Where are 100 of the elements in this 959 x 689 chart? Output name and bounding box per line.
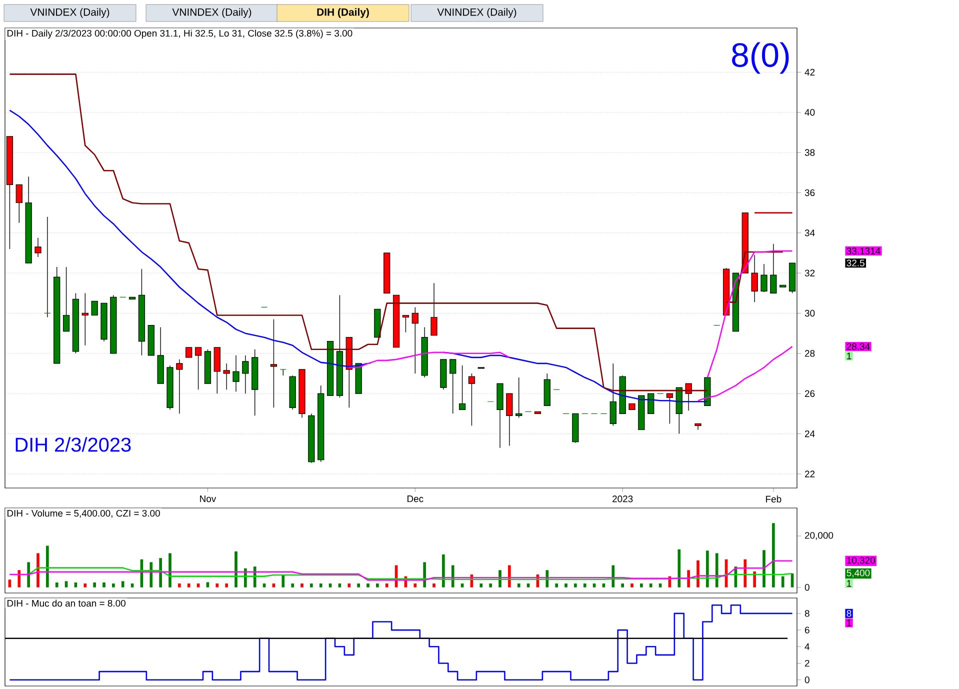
text: 1 [847,352,852,360]
bar [489,583,492,588]
bar [376,583,379,588]
text: 28.34 [846,343,870,350]
y-tick-label: 24 [804,430,815,438]
bar [640,583,643,588]
candlestick [16,184,22,224]
candlestick [44,216,51,318]
bar [630,583,634,588]
bar [55,582,58,588]
bar [64,581,68,588]
bar [687,570,690,588]
bar [649,583,652,588]
bar [225,583,228,588]
candlestick [232,355,240,392]
bar [526,583,530,588]
bar [744,559,747,588]
candlestick [506,393,513,446]
bar [18,570,21,588]
candlestick [412,306,418,374]
y-tick-label: 4 [804,643,810,650]
bar [196,583,200,588]
y-tick-label: 26 [804,390,815,397]
bar [762,550,766,588]
text: 33.1314 [846,248,880,254]
bar [385,583,388,588]
bar [282,574,285,588]
text: 1 [847,620,852,626]
y-tick-label: 0 [804,676,810,684]
bar [310,583,313,588]
bar [291,583,294,588]
y-tick-label: 6 [805,626,810,634]
y-tick-label: 38 [804,149,815,156]
bar [159,558,162,588]
y-tick-label: 28 [804,350,815,357]
y-tick-label: 42 [804,68,815,76]
bar [300,583,304,588]
bar [8,580,12,588]
x-tick-label: Dec [408,496,424,502]
bar [168,553,172,588]
bar [187,583,190,588]
bar [130,583,134,588]
bar [715,553,718,588]
text: 32.5 [846,260,864,266]
bar [621,583,624,588]
bar [583,583,586,588]
y-tick-label: 22 [804,470,815,478]
candlestick [516,377,522,418]
candlestick [186,347,192,358]
bar [348,583,351,588]
y-tick-label: 20,000 [804,532,834,540]
annotation: DIH 2/3/2023 [16,437,131,452]
x-tick-label: Feb [766,496,782,502]
candlestick [610,363,616,426]
candlestick [194,347,202,390]
text: 10,320 [847,556,875,565]
bar [564,583,568,588]
bar [262,583,266,588]
bar [338,583,342,588]
bar [74,582,78,588]
bar [112,583,115,588]
candlestick [468,373,476,426]
x-tick-label: Nov [200,496,216,502]
candlestick [450,359,456,414]
candlestick [34,238,42,258]
bar [206,582,210,588]
y-tick-label: 32 [804,270,815,276]
bar [102,582,106,588]
chart-title: DIH - Volume = 5,400.00, CZI = 3.00 [7,510,160,518]
candlestick [751,254,758,303]
candlestick [62,266,70,332]
bar [753,571,756,588]
bar [27,562,30,588]
text: 1 [847,580,852,587]
bar [658,583,662,588]
candlestick [430,282,438,336]
candlestick [176,359,183,414]
text: DIH (Daily) [317,8,369,18]
bar [414,583,417,588]
candlestick [666,393,674,424]
bar [781,576,784,588]
y-tick-label: 36 [804,189,815,196]
text: VNINDEX (Daily) [30,8,110,18]
chart-title: DIH - Daily 2/3/2023 00:00:00 Open 31.1, Hi 32.5, Lo 31, Close 32.5 (3.8%) = 3.00 [7,30,352,39]
bar [517,583,520,588]
bar [357,583,360,588]
y-tick-label: 40 [804,109,815,116]
candlestick [402,314,410,333]
bar [46,546,49,588]
text: 8 [846,610,852,617]
bar [84,583,87,588]
candlestick [770,244,777,294]
bar [772,523,775,588]
y-tick-label: 2 [804,660,810,667]
annotation: 8(0) [732,42,789,74]
bar [328,583,332,588]
candlestick [648,393,654,414]
bar [272,583,276,588]
bar [216,583,219,588]
bar [253,566,256,588]
